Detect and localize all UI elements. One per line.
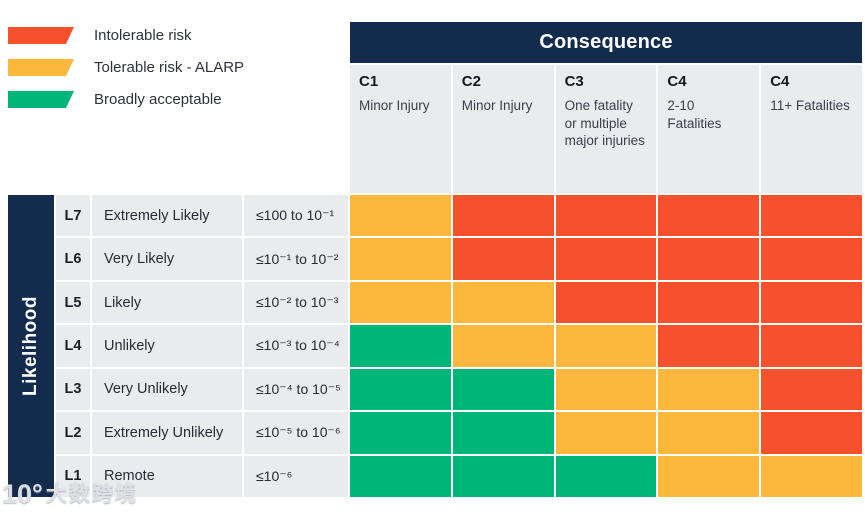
- matrix-cell: [555, 195, 657, 237]
- likelihood-axis-title: Likelihood: [20, 295, 41, 396]
- matrix-cell: [350, 195, 451, 237]
- likelihood-row-range: ≤10⁻⁶: [244, 455, 348, 497]
- matrix-cell: [761, 281, 862, 324]
- consequence-column-header: C2 Minor Injury: [452, 65, 554, 193]
- matrix-cell: [452, 412, 554, 454]
- consequence-header: Consequence: [350, 22, 862, 63]
- matrix-cell: [350, 325, 451, 367]
- legend-item: Broadly acceptable: [8, 91, 348, 108]
- likelihood-row-range: ≤10⁻² to 10⁻³: [244, 281, 348, 324]
- matrix-cell: [555, 455, 657, 497]
- likelihood-row-code: L2: [56, 412, 90, 454]
- column-code: C1: [359, 73, 379, 90]
- consequence-column-header: C4 11+ Fatalities: [761, 65, 862, 193]
- matrix-cell: [555, 281, 657, 324]
- matrix-cell: [658, 281, 760, 324]
- likelihood-row-label: Unlikely: [92, 325, 242, 367]
- likelihood-sidebar: Likelihood: [8, 195, 54, 497]
- matrix-cell: [555, 368, 657, 411]
- matrix-cell: [452, 195, 554, 237]
- matrix-cell: [761, 368, 862, 411]
- likelihood-row-label: Extremely Likely: [92, 195, 242, 237]
- column-description: One fatality or multiple major injuries: [564, 98, 645, 149]
- matrix-cell: [452, 281, 554, 324]
- matrix-cell: [555, 325, 657, 367]
- likelihood-row-range: ≤10⁻¹ to 10⁻²: [244, 238, 348, 280]
- likelihood-row-code: L4: [56, 325, 90, 367]
- matrix-cell: [658, 325, 760, 367]
- column-description: Minor Injury: [359, 98, 430, 113]
- matrix-cell: [761, 412, 862, 454]
- legend-label: Broadly acceptable: [94, 91, 222, 108]
- column-code: C4: [667, 73, 687, 90]
- legend: Intolerable risk Tolerable risk - ALARP …: [8, 22, 348, 193]
- consequence-column-header: C4 2-10 Fatalities: [658, 65, 760, 193]
- matrix-cell: [350, 368, 451, 411]
- legend-label: Intolerable risk: [94, 27, 192, 44]
- likelihood-row-code: L1: [56, 455, 90, 497]
- matrix-cell: [761, 325, 862, 367]
- likelihood-row-code: L7: [56, 195, 90, 237]
- column-code: C4: [770, 73, 790, 90]
- matrix-cell: [658, 455, 760, 497]
- matrix-cell: [350, 238, 451, 280]
- matrix-cell: [658, 412, 760, 454]
- legend-swatch-icon: [8, 59, 74, 76]
- matrix-cell: [350, 281, 451, 324]
- legend-label: Tolerable risk - ALARP: [94, 59, 245, 76]
- likelihood-row-label: Very Likely: [92, 238, 242, 280]
- likelihood-row-range: ≤10⁻⁵ to 10⁻⁶: [244, 412, 348, 454]
- likelihood-row-label: Extremely Unlikely: [92, 412, 242, 454]
- matrix-cell: [555, 238, 657, 280]
- matrix-cell: [658, 238, 760, 280]
- likelihood-row-label: Remote: [92, 455, 242, 497]
- column-code: C3: [564, 73, 584, 90]
- likelihood-row-label: Likely: [92, 281, 242, 324]
- consequence-column-header: C3 One fatality or multiple major injuri…: [555, 65, 657, 193]
- risk-matrix-board: Intolerable risk Tolerable risk - ALARP …: [8, 22, 862, 497]
- likelihood-row-code: L6: [56, 238, 90, 280]
- column-code: C2: [461, 73, 481, 90]
- matrix-cell: [350, 412, 451, 454]
- matrix-cell: [555, 412, 657, 454]
- matrix-cell: [452, 238, 554, 280]
- likelihood-row-range: ≤10⁻³ to 10⁻⁴: [244, 325, 348, 367]
- column-description: 11+ Fatalities: [770, 98, 850, 113]
- matrix-cell: [452, 325, 554, 367]
- legend-item: Intolerable risk: [8, 27, 348, 44]
- legend-swatch-icon: [8, 27, 74, 44]
- column-description: Minor Injury: [461, 98, 533, 113]
- likelihood-row-code: L5: [56, 281, 90, 324]
- matrix-cell: [658, 368, 760, 411]
- legend-swatch-icon: [8, 91, 74, 108]
- matrix-cell: [452, 455, 554, 497]
- legend-item: Tolerable risk - ALARP: [8, 59, 348, 76]
- likelihood-row-range: ≤10⁻⁴ to 10⁻⁵: [244, 368, 348, 411]
- likelihood-row-label: Very Unlikely: [92, 368, 242, 411]
- likelihood-row-range: ≤100 to 10⁻¹: [244, 195, 348, 237]
- column-description: 2-10 Fatalities: [667, 98, 722, 131]
- matrix-cell: [761, 195, 862, 237]
- likelihood-row-code: L3: [56, 368, 90, 411]
- matrix-cell: [658, 195, 760, 237]
- matrix-cell: [452, 368, 554, 411]
- matrix-cell: [761, 455, 862, 497]
- matrix-cell: [761, 238, 862, 280]
- matrix-cell: [350, 455, 451, 497]
- consequence-column-header: C1 Minor Injury: [350, 65, 451, 193]
